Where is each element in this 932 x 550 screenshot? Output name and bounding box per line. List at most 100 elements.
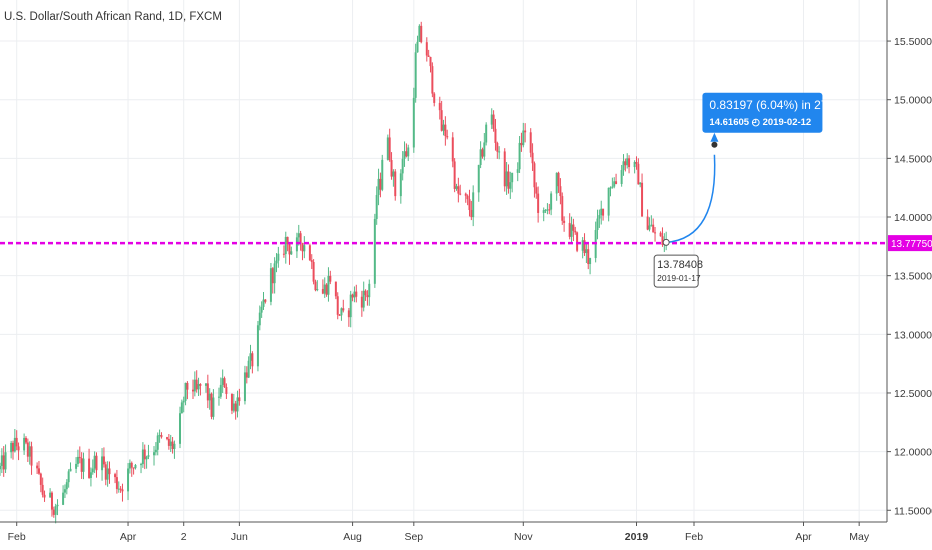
candle-up [381,159,384,190]
candle-down [503,151,506,187]
candle-up [353,291,356,298]
candle-down [444,124,447,137]
candle-up [403,151,406,159]
candle-up [217,396,220,398]
candle-up [368,283,371,298]
candle-down [440,110,443,131]
candle-up [75,463,78,469]
candle-down [464,193,467,196]
candle-up [140,464,143,466]
candle-down [130,462,133,468]
candle-up [596,218,599,231]
candle-down [561,196,564,221]
candle-up [589,258,592,265]
candle-up [323,284,326,294]
y-tick-label: 13.00000 [894,329,932,341]
candle-up [273,263,276,284]
candle-down [654,232,657,234]
candle-up [598,215,601,219]
candle-down [494,128,497,143]
candle-up [169,441,172,446]
candle-down [531,152,534,164]
candle-down [52,509,55,515]
candle-down [160,435,163,438]
candle-down [245,372,248,378]
horizontal-line-price-tag [888,235,932,252]
candle-up [570,224,573,237]
projection-callout [702,92,823,133]
candle-down [334,281,337,297]
candle-up [204,383,207,386]
y-tick-label: 14.00000 [894,212,932,224]
candle-up [555,172,558,194]
candle-down [576,232,579,251]
candle-down [420,25,423,43]
candle-up [93,455,96,469]
grid [0,0,887,522]
candle-down [429,56,432,67]
candle-up [633,161,636,168]
candle-up [399,173,402,197]
candle-down [78,456,81,459]
candle-down [199,384,202,386]
candle-up [546,209,549,211]
candle-down [80,458,83,472]
candle-down [336,296,339,315]
candle-down [520,142,523,146]
candle-up [277,253,280,261]
candle-down [329,275,332,282]
candle-down [191,389,194,392]
candle-down [535,187,538,194]
candle-down [95,455,98,471]
candle-up [639,182,642,185]
candle-down [574,230,577,233]
y-tick-label: 12.00000 [894,447,932,459]
candle-down [288,244,291,255]
candle-up [284,236,287,255]
candle-down [2,455,5,470]
candle-up [414,52,417,98]
candle-up [340,308,343,316]
candle-up [69,468,72,472]
low-marker-price: 13.78408 [657,259,703,271]
candle-down [234,403,237,412]
candle-up [258,312,261,326]
candle-down [557,172,560,187]
candle-up [522,130,525,146]
candle-down [223,378,226,388]
candle-up [544,209,547,211]
candle-up [442,124,445,131]
candle-down [394,171,397,197]
candle-up [650,224,653,226]
candle-down [496,142,499,152]
candle-down [646,216,649,230]
candle-down [492,114,495,129]
candle-up [212,397,215,417]
candle-up [498,151,501,153]
x-tick-label: 2019 [625,531,649,543]
y-tick-label: 13.50000 [894,271,932,283]
candle-up [49,492,52,498]
candle-down [238,397,241,402]
candle-down [30,446,33,466]
candle-up [375,195,378,219]
candle-down [321,289,324,294]
projection-start-dot [662,238,670,246]
candle-up [147,455,150,457]
candle-up [256,325,259,367]
candle-down [364,290,367,296]
candle-down [388,137,391,161]
candle-down [210,393,213,417]
candle-up [106,468,109,480]
projection-curve [666,154,716,244]
candle-up [609,187,612,189]
candle-up [600,208,603,216]
candle-down [446,136,449,138]
candle-up [303,245,306,252]
candle-down [143,449,146,460]
candle-down [624,161,627,166]
candle-up [4,452,7,470]
candle-down [166,437,169,439]
